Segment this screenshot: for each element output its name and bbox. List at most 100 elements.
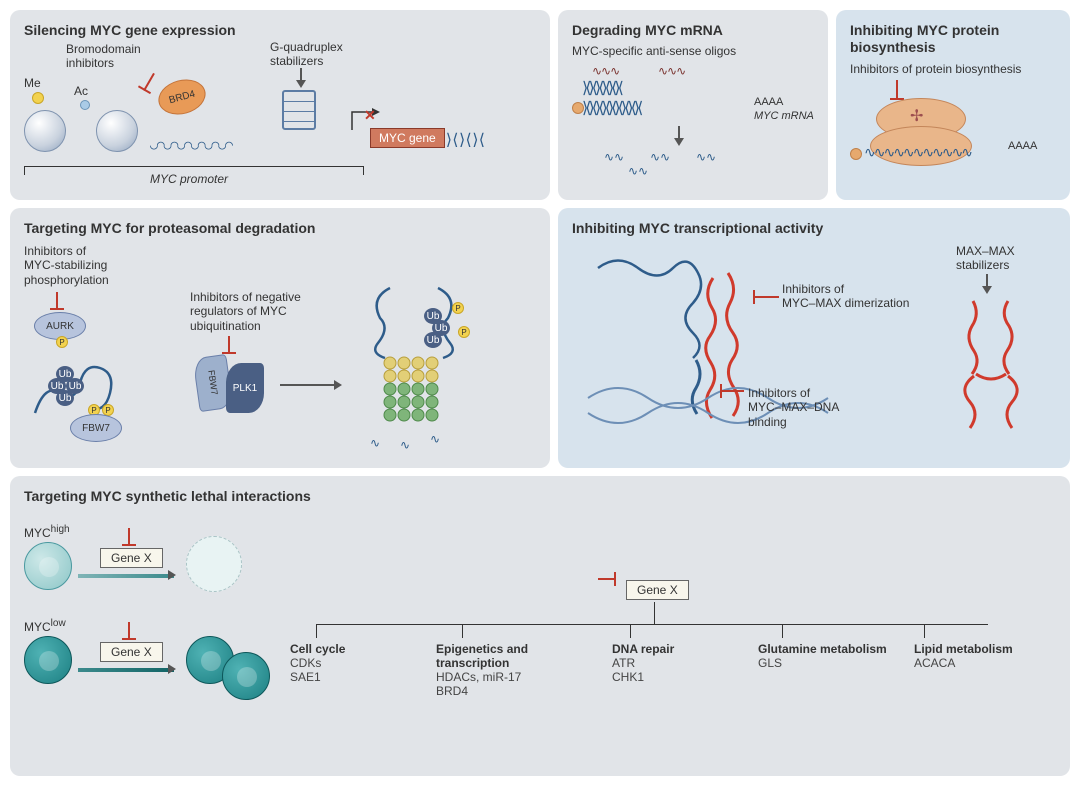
synthetic-title: Targeting MYC synthetic lethal interacti… xyxy=(24,488,1056,504)
max-max-icon xyxy=(948,296,1038,439)
dead-cell-icon xyxy=(186,536,242,592)
label-ac: Ac xyxy=(74,84,88,98)
label-promoter: MYC promoter xyxy=(150,172,228,186)
tRNA-icon: ✢ xyxy=(910,106,923,126)
degrade-arrow xyxy=(678,126,680,144)
fbw7-2-text: FBW7 xyxy=(206,370,219,396)
cat-cell-cycle: Cell cycle CDKsSAE1 xyxy=(290,642,410,698)
inhibit-bromo xyxy=(143,73,155,91)
cell-low-result-2 xyxy=(222,652,270,700)
mrna-helix-2: ⟩⟨⟩⟨⟩⟨⟩⟨⟩⟨⟩⟨⟩⟨⟩⟨⟩⟨ xyxy=(582,98,640,118)
promoter-bracket xyxy=(24,166,364,167)
silencing-title: Silencing MYC gene expression xyxy=(24,22,536,38)
label-me: Me xyxy=(24,76,41,90)
gquadruplex-icon xyxy=(282,90,316,130)
brd4-text: BRD4 xyxy=(168,88,197,106)
arrow-high xyxy=(78,574,174,578)
peptide-frag-3: ∿ xyxy=(430,432,440,446)
mrna-helix-1: ⟩⟨⟩⟨⟩⟨⟩⟨⟩⟨⟩⟨ xyxy=(582,78,621,98)
peptide-frag-1: ∿ xyxy=(370,436,380,450)
cat-title-2: DNA repair xyxy=(612,642,732,656)
plk1-text: PLK1 xyxy=(233,383,257,394)
aurk-text: AURK xyxy=(46,321,74,332)
cat-body-3: GLS xyxy=(758,656,888,670)
cat-glutamine: Glutamine metabolism GLS xyxy=(758,642,888,698)
me-ball xyxy=(32,92,44,104)
label-dnabind: Inhibitors ofMYC–MAX–DNAbinding xyxy=(748,386,839,429)
tree-drop-5 xyxy=(924,624,925,638)
protein-bio-subtitle: Inhibitors of protein biosynthesis xyxy=(850,62,1056,76)
ub-4: Ub xyxy=(56,390,74,406)
fragment-4: ∿∿ xyxy=(696,150,716,164)
ub-7: Ub xyxy=(424,332,442,348)
genex-box-high: Gene X xyxy=(100,548,163,568)
ac-ball xyxy=(80,100,90,110)
cat-epigenetics: Epigenetics and transcription HDACs, miR… xyxy=(436,642,586,698)
plk1-icon: PLK1 xyxy=(226,363,264,413)
label-dimer: Inhibitors ofMYC–MAX dimerization xyxy=(782,282,909,311)
nucleosome-1 xyxy=(24,110,66,152)
cat-title-0: Cell cycle xyxy=(290,642,410,656)
tree-horizontal xyxy=(316,624,988,625)
label-myc-low: MYClow xyxy=(24,618,66,634)
arrow-gquad xyxy=(300,68,302,86)
tree-stem xyxy=(654,602,655,624)
peptide-frag-2: ∿ xyxy=(400,438,410,452)
cat-body-1: HDACs, miR-17BRD4 xyxy=(436,670,586,698)
dna-after-gene: ⟩⟨⟩⟨⟩⟨ xyxy=(444,130,484,149)
cat-body-4: ACACA xyxy=(914,656,1034,670)
tree-drop-4 xyxy=(782,624,783,638)
bromodomain-label: Bromodomaininhibitors xyxy=(66,42,141,71)
arrow-to-proteasome xyxy=(280,384,340,386)
cat-title-4: Lipid metabolism xyxy=(914,642,1034,656)
label-negreg: Inhibitors of negativeregulators of MYCu… xyxy=(190,290,301,333)
protein-bio-title: Inhibiting MYC protein biosynthesis xyxy=(850,22,1056,56)
panel-protein-biosynthesis: Inhibiting MYC protein biosynthesis Inhi… xyxy=(836,10,1070,200)
svg-text:✕: ✕ xyxy=(364,107,376,123)
fragment-1: ∿∿ xyxy=(604,150,624,164)
cell-low xyxy=(24,636,72,684)
p-badge-4: P xyxy=(452,302,464,314)
panel-synthetic-lethal: Targeting MYC synthetic lethal interacti… xyxy=(10,476,1070,776)
label-mrna: MYC mRNA xyxy=(754,110,814,122)
degrading-title: Degrading MYC mRNA xyxy=(572,22,814,38)
genex-box-low: Gene X xyxy=(100,642,163,662)
oligo-1: ∿∿∿ xyxy=(592,64,619,78)
mrna-through-ribosome: ∿∿∿∿∿∿∿∿∿∿∿ xyxy=(864,144,971,161)
tree-drop-1 xyxy=(316,624,317,638)
categories-row: Cell cycle CDKsSAE1 Epigenetics and tran… xyxy=(290,642,1034,698)
degrading-subtitle: MYC-specific anti-sense oligos xyxy=(572,44,814,58)
myc-gene-box: MYC gene xyxy=(370,128,445,148)
mrna-cap-2 xyxy=(850,148,862,160)
inhibit-genex-low xyxy=(128,622,130,640)
panel-degrading: Degrading MYC mRNA MYC-specific anti-sen… xyxy=(558,10,828,200)
label-myc-high: MYChigh xyxy=(24,524,70,540)
label-stabilizing: Inhibitors ofMYC-stabilizingphosphorylat… xyxy=(24,244,109,287)
panel-proteasomal: Targeting MYC for proteasomal degradatio… xyxy=(10,208,550,468)
oligo-2: ∿∿∿ xyxy=(658,64,685,78)
label-maxmax: MAX–MAXstabilizers xyxy=(956,244,1015,273)
mrna-cap xyxy=(572,102,584,114)
proteasomal-title: Targeting MYC for proteasomal degradatio… xyxy=(24,220,536,236)
tree-drop-2 xyxy=(462,624,463,638)
transcript-title: Inhibiting MYC transcriptional activity xyxy=(572,220,1056,236)
genex-box-tree: Gene X xyxy=(626,580,689,600)
cell-high xyxy=(24,542,72,590)
tree-drop-3 xyxy=(630,624,631,638)
cat-lipid: Lipid metabolism ACACA xyxy=(914,642,1034,698)
fragment-3: ∿∿ xyxy=(628,164,648,178)
arrow-low xyxy=(78,668,174,672)
cat-body-0: CDKsSAE1 xyxy=(290,656,410,684)
inhibit-dimer xyxy=(753,296,779,298)
inhibit-ribosome xyxy=(896,80,898,100)
label-aaaa-2: AAAA xyxy=(1008,140,1037,152)
p-badge-5: P xyxy=(458,326,470,338)
panel-silencing: Silencing MYC gene expression Bromodomai… xyxy=(10,10,550,200)
brd4-icon: BRD4 xyxy=(154,74,209,119)
arrow-maxmax xyxy=(986,274,988,292)
dna-coil-icon: ◡◠◡◠◡◠◡◠◡◠◡◠ xyxy=(150,138,232,153)
label-aaaa: AAAA xyxy=(754,96,783,108)
inhibit-aurk xyxy=(56,292,58,310)
inhibit-genex-high xyxy=(128,528,130,546)
fbw7-icon: FBW7 xyxy=(70,414,122,442)
